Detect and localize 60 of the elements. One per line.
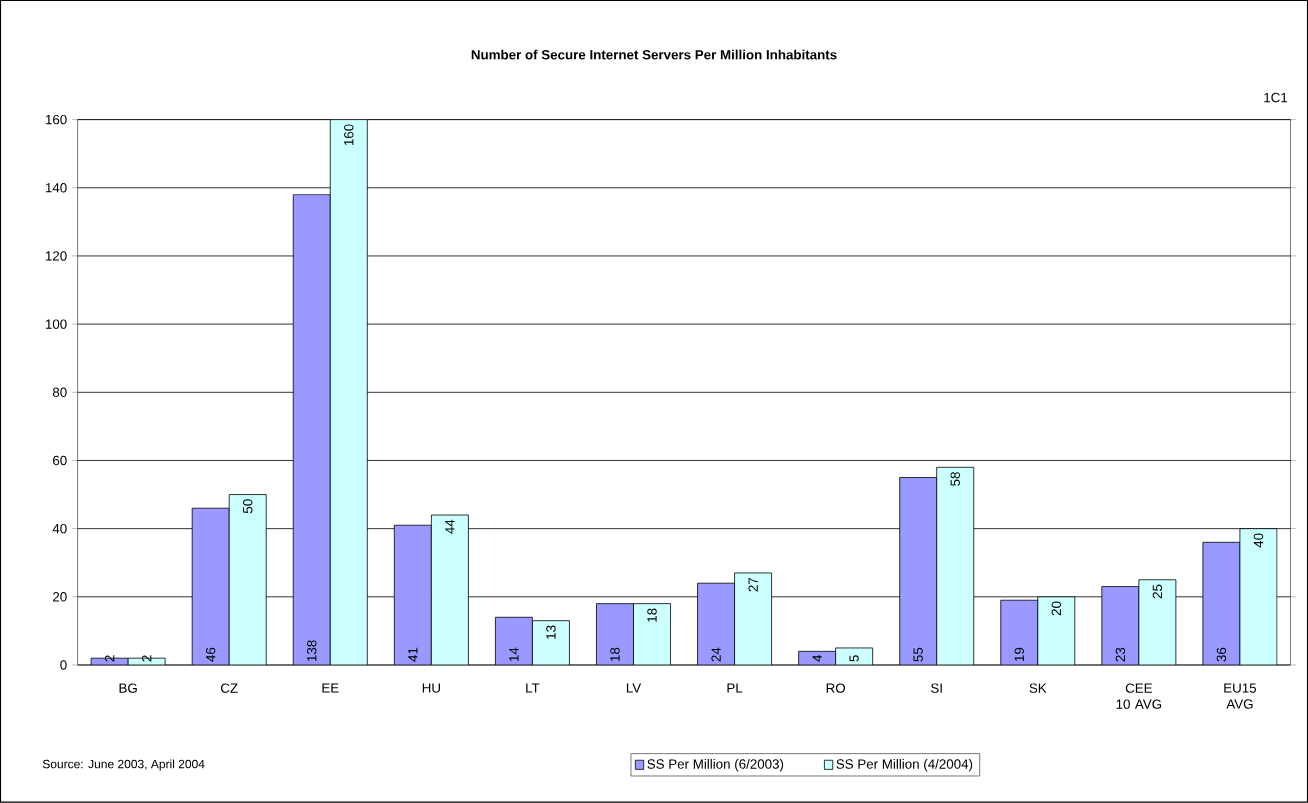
data-label: 50 — [243, 499, 253, 514]
bar — [393, 525, 432, 666]
data-label: 14 — [509, 647, 519, 662]
y-tick-label: 120 — [45, 251, 67, 261]
x-tick-label: PL — [727, 683, 743, 693]
data-label: 36 — [1216, 647, 1227, 662]
y-tick-label: 0 — [60, 660, 67, 670]
x-tick-label: LV — [626, 683, 642, 693]
bar — [191, 507, 230, 666]
y-tick-label: 60 — [53, 455, 67, 466]
data-label: 20 — [1051, 601, 1062, 616]
data-label: 138 — [307, 640, 317, 662]
x-tick-label: BG — [119, 683, 137, 694]
data-label: 46 — [205, 647, 216, 662]
bar — [697, 582, 735, 666]
data-label: 2 — [142, 655, 152, 662]
data-label: 55 — [913, 647, 923, 662]
data-label: 23 — [1115, 647, 1126, 662]
bar — [899, 477, 938, 666]
data-label: 25 — [1152, 584, 1163, 599]
y-tick-label: 40 — [52, 524, 67, 534]
x-tick-label: SI — [931, 683, 942, 694]
data-label: 13 — [546, 625, 556, 639]
data-label: 4 — [812, 655, 822, 662]
data-label: 5 — [849, 655, 859, 662]
data-label: 27 — [748, 578, 758, 592]
y-tick-label: 20 — [53, 592, 67, 602]
y-tick-label: 80 — [52, 387, 67, 398]
legend-label: SS Per Million (4/2004) — [836, 759, 973, 772]
x-tick-label: RO — [826, 683, 846, 694]
data-label: 18 — [647, 608, 657, 622]
bar — [292, 194, 331, 666]
x-tick-label: CEE 10 AVG — [1116, 683, 1162, 710]
y-tick-label: 140 — [45, 183, 67, 193]
data-label: 24 — [711, 647, 721, 662]
x-tick-label: LT — [526, 683, 540, 693]
chart-title: Number of Secure Internet Servers Per Million Inhabitants — [471, 49, 837, 60]
data-label: 58 — [950, 472, 960, 487]
x-tick-label: EE — [322, 683, 339, 693]
x-tick-label: CZ — [220, 683, 238, 694]
bar — [494, 617, 533, 666]
source-note: Source: June 2003, April 2004 — [42, 759, 205, 771]
legend-label: SS Per Million (6/2003) — [647, 759, 784, 772]
data-label: 40 — [1253, 533, 1264, 548]
bar — [596, 603, 634, 666]
x-tick-label: HU — [422, 683, 440, 693]
data-label: 2 — [104, 655, 115, 662]
text: 1C1 — [1264, 93, 1288, 103]
data-label: 41 — [408, 648, 418, 662]
data-label: 18 — [610, 647, 620, 662]
bar — [1202, 542, 1241, 666]
bar — [1101, 586, 1140, 666]
bar — [1000, 600, 1039, 666]
y-tick-label: 100 — [45, 319, 67, 330]
x-tick-label: EU15 AVG — [1224, 683, 1257, 709]
data-label: 19 — [1014, 648, 1024, 662]
data-label: 44 — [445, 519, 455, 534]
data-label: 160 — [344, 124, 354, 146]
y-tick-label: 160 — [45, 115, 67, 125]
x-tick-label: SK — [1029, 683, 1047, 694]
